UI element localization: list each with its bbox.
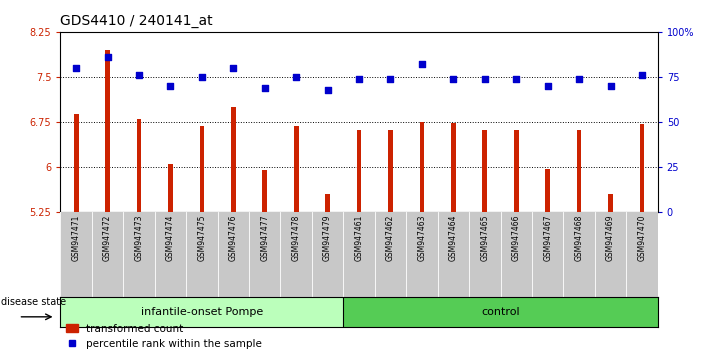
Bar (419, 122, 424, 212)
Bar (514, 130, 518, 212)
Bar (343, 297, 658, 327)
Bar (200, 126, 204, 212)
Text: GSM947469: GSM947469 (606, 215, 615, 262)
Bar (325, 194, 330, 212)
Point (542, 83, 553, 89)
Point (165, 83, 176, 89)
Bar (577, 130, 582, 212)
Text: GSM947470: GSM947470 (638, 215, 646, 262)
Point (636, 72, 648, 78)
Text: GSM947475: GSM947475 (198, 215, 206, 262)
Point (196, 74, 208, 80)
Bar (262, 170, 267, 212)
Bar (545, 169, 550, 212)
Point (228, 65, 239, 71)
Bar (74, 114, 78, 212)
Text: GSM947467: GSM947467 (543, 215, 552, 262)
Bar (483, 130, 487, 212)
Text: GSM947466: GSM947466 (512, 215, 520, 262)
Text: GSM947474: GSM947474 (166, 215, 175, 262)
Text: infantile-onset Pompe: infantile-onset Pompe (141, 307, 263, 318)
Bar (451, 123, 456, 212)
Point (605, 83, 616, 89)
Point (322, 87, 333, 92)
Bar (357, 130, 361, 212)
Bar (60, 297, 343, 327)
Text: GSM947478: GSM947478 (292, 215, 301, 261)
Bar (640, 124, 644, 212)
Text: GSM947476: GSM947476 (229, 215, 237, 262)
Text: GSM947462: GSM947462 (386, 215, 395, 261)
Point (448, 76, 459, 82)
Text: GSM947473: GSM947473 (134, 215, 144, 262)
Text: GSM947463: GSM947463 (417, 215, 427, 262)
Point (573, 76, 584, 82)
Bar (105, 50, 110, 212)
Text: control: control (481, 307, 520, 318)
Point (479, 76, 491, 82)
Legend: transformed count, percentile rank within the sample: transformed count, percentile rank withi… (65, 324, 262, 349)
Text: GDS4410 / 240141_at: GDS4410 / 240141_at (60, 14, 213, 28)
Text: GSM947465: GSM947465 (481, 215, 489, 262)
Text: GSM947472: GSM947472 (103, 215, 112, 261)
Point (510, 76, 522, 82)
Text: GSM947471: GSM947471 (72, 215, 80, 261)
Bar (137, 119, 141, 212)
Text: disease state: disease state (1, 297, 67, 307)
Text: GSM947477: GSM947477 (260, 215, 269, 262)
Text: GSM947468: GSM947468 (574, 215, 584, 261)
Bar (294, 126, 299, 212)
Bar (231, 107, 235, 212)
Bar (608, 194, 613, 212)
Point (259, 85, 270, 91)
Point (416, 62, 427, 67)
Point (102, 54, 113, 60)
Point (385, 76, 396, 82)
Bar (168, 164, 173, 212)
Point (134, 72, 145, 78)
Bar (388, 130, 393, 212)
Point (291, 74, 302, 80)
Text: GSM947464: GSM947464 (449, 215, 458, 262)
Text: GSM947479: GSM947479 (323, 215, 332, 262)
Point (353, 76, 365, 82)
Text: GSM947461: GSM947461 (355, 215, 363, 261)
Point (70, 65, 82, 71)
